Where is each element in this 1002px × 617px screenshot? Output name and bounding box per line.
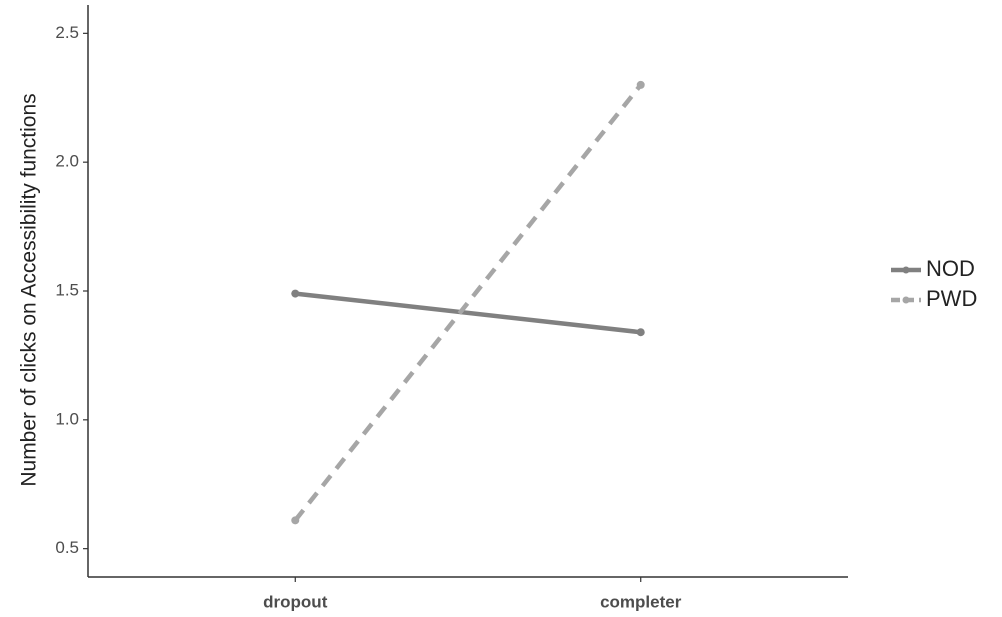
- legend-label: NOD: [926, 256, 975, 281]
- y-axis-label: Number of clicks on Accessibility functi…: [18, 93, 41, 486]
- point: [636, 328, 645, 337]
- point: [291, 516, 300, 525]
- legend-label: PWD: [926, 286, 977, 311]
- legend-key-point: [902, 296, 910, 304]
- series-line: [293, 83, 643, 522]
- y-tick-label: 1.5: [55, 280, 79, 299]
- y-tick-label: 0.5: [55, 538, 79, 557]
- y-tick-label: 1.0: [55, 409, 79, 428]
- point: [636, 80, 645, 89]
- x-tick-label: completer: [600, 592, 682, 611]
- point: [291, 289, 300, 298]
- y-tick-label: 2.5: [55, 23, 79, 42]
- x-tick-label: dropout: [263, 592, 328, 611]
- legend-key-point: [902, 266, 910, 274]
- series-line: [295, 291, 641, 335]
- y-tick-label: 2.0: [55, 152, 79, 171]
